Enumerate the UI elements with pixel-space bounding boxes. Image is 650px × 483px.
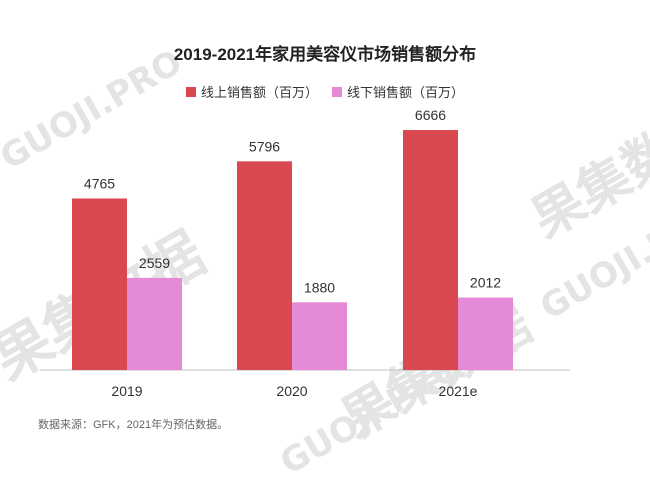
legend-label-online: 线上销售额（百万） — [200, 85, 318, 100]
legend-item-online: 线上销售额（百万） — [185, 82, 318, 101]
data-label-offline-2020: 1880 — [304, 279, 335, 295]
bar-offline-2019 — [127, 277, 182, 370]
data-label-online-2021e: 6666 — [415, 107, 446, 123]
bar-offline-2020 — [292, 302, 347, 370]
bar-online-2019 — [72, 198, 127, 370]
legend-item-offline: 线下销售额（百万） — [332, 82, 464, 101]
bar-online-2020 — [237, 161, 292, 370]
data-label-offline-2019: 2559 — [139, 255, 170, 271]
legend-swatch-online — [185, 86, 196, 97]
data-label-offline-2021e: 2012 — [470, 275, 501, 291]
legend-swatch-offline — [332, 86, 342, 97]
x-tick-label-2021e: 2021e — [439, 383, 478, 399]
x-tick-label-2020: 2020 — [276, 383, 307, 399]
chart-legend: 线上销售额（百万） 线下销售额（百万） — [0, 82, 650, 101]
data-label-online-2020: 5796 — [249, 138, 280, 154]
bar-chart-plot: 4765 2559 2019 5796 1880 2020 6666 2012 2021e — [40, 107, 570, 399]
bar-offline-2021e — [458, 297, 513, 370]
legend-label-offline: 线下销售额（百万） — [347, 85, 465, 100]
bar-online-2021e — [403, 130, 458, 370]
data-label-online-2019: 4765 — [84, 175, 115, 191]
x-tick-label-2019: 2019 — [111, 383, 142, 399]
source-note: 数据来源：GFK，2021年为预估数据。 — [38, 419, 229, 431]
chart-title: 2019-2021年家用美容仪市场销售额分布 — [173, 45, 477, 64]
